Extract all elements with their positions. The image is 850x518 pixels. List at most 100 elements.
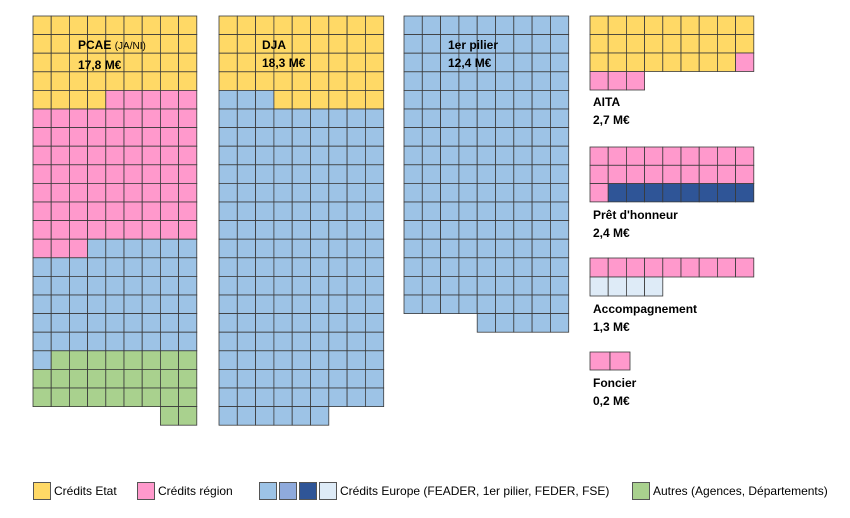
cell-dja-europe (346, 257, 366, 277)
cell-pret-region (698, 164, 718, 185)
cell-dja-europe (364, 294, 385, 315)
cell-pilier-europe (495, 275, 515, 296)
cell-dja-europe (291, 350, 311, 370)
cell-pilier-europe (458, 145, 478, 166)
cell-pcae-region (178, 145, 198, 166)
cell-pcae-region (105, 145, 125, 166)
cell-dja-europe (273, 350, 293, 370)
cell-pcae-region (32, 164, 52, 184)
cell-aita-etat (717, 34, 737, 54)
cell-pcae-autres (178, 387, 198, 408)
cell-pcae-europe (105, 275, 125, 296)
cell-dja-europe (218, 368, 238, 389)
cell-pilier-europe (403, 220, 423, 240)
cell-pcae-region (178, 164, 198, 184)
cell-pcae-region (69, 108, 89, 129)
cell-dja-europe (218, 331, 238, 352)
cell-pilier-europe (421, 90, 441, 110)
cell-pcae-region (123, 90, 143, 110)
cell-dja-etat (328, 90, 348, 110)
cell-pilier-europe (421, 34, 441, 54)
cell-pilier-europe (403, 52, 423, 73)
cell-pcae-region (159, 182, 179, 203)
cell-pcae-region (105, 201, 125, 222)
cell-dja-europe (364, 145, 385, 166)
cell-pilier-europe (531, 52, 551, 73)
cell-dja-europe (346, 350, 366, 370)
cell-pcae-europe (69, 313, 89, 333)
cell-pilier-europe (531, 201, 551, 222)
cell-pcae-etat (69, 71, 89, 91)
cell-pilier-europe (403, 90, 423, 110)
cell-pcae-region (123, 108, 143, 129)
cell-pcae-europe (69, 275, 89, 296)
cell-pilier-europe (513, 90, 533, 110)
cell-pcae-etat (50, 71, 70, 91)
cell-pcae-europe (32, 331, 52, 352)
cell-pret-europe_dark (662, 183, 682, 203)
cell-aita-region (626, 71, 646, 91)
cell-pilier-europe (421, 238, 441, 259)
cell-dja-europe (346, 368, 366, 389)
cell-pilier-europe (550, 182, 570, 203)
cell-pret-region (698, 146, 718, 166)
cell-pcae-region (141, 220, 161, 240)
cell-dja-europe (328, 257, 348, 277)
cell-pcae-europe (50, 294, 70, 315)
cell-pcae-etat (159, 15, 179, 36)
cell-pcae-etat (87, 90, 107, 110)
cell-pilier-europe (440, 294, 460, 315)
cell-pcae-region (69, 145, 89, 166)
cell-pilier-europe (440, 127, 460, 147)
cell-pcae-etat (123, 15, 143, 36)
cell-pilier-europe (513, 34, 533, 54)
cell-pcae-autres (159, 350, 179, 370)
cell-pcae-europe (141, 238, 161, 259)
cell-pilier-europe (421, 15, 441, 36)
dja-value: 18,3 M€ (262, 56, 306, 70)
cell-pilier-europe (550, 34, 570, 54)
cell-dja-etat (236, 34, 257, 54)
cell-dja-europe (346, 294, 366, 315)
cell-dja-europe (364, 275, 385, 296)
cell-dja-etat (346, 52, 366, 73)
cell-pilier-europe (531, 108, 551, 129)
cell-aita-etat (680, 34, 700, 54)
cell-pcae-autres (105, 368, 125, 389)
cell-pret-region (680, 146, 700, 166)
cell-pcae-europe (123, 294, 143, 315)
cell-dja-europe (328, 145, 348, 166)
cell-pilier-europe (476, 90, 496, 110)
cell-accompagnement-region (589, 257, 609, 278)
cell-pilier-europe (550, 257, 570, 277)
cell-aita-region (735, 52, 755, 72)
cell-dja-europe (364, 108, 385, 129)
cell-dja-europe (328, 201, 348, 222)
block-foncier (589, 351, 631, 371)
cell-pcae-etat (141, 71, 161, 91)
pcae-value: 17,8 M€ (78, 58, 122, 72)
cell-dja-europe (255, 220, 275, 240)
cell-dja-europe (291, 127, 311, 147)
cell-dja-europe (236, 164, 257, 184)
cell-dja-europe (310, 238, 330, 259)
cell-dja-europe (291, 294, 311, 315)
cell-dja-europe (255, 294, 275, 315)
cell-aita-etat (735, 34, 755, 54)
cell-pcae-region (141, 127, 161, 147)
cell-dja-europe (255, 406, 275, 426)
cell-pcae-europe (87, 294, 107, 315)
cell-pilier-europe (458, 71, 478, 91)
cell-dja-europe (310, 145, 330, 166)
cell-dja-etat (218, 34, 238, 54)
legend-swatch-region (137, 482, 155, 500)
cell-dja-europe (291, 331, 311, 352)
cell-pilier-europe (550, 313, 570, 333)
cell-pcae-europe (159, 313, 179, 333)
cell-dja-europe (328, 387, 348, 408)
cell-dja-europe (255, 108, 275, 129)
cell-dja-europe (273, 201, 293, 222)
cell-aita-etat (607, 15, 627, 35)
cell-pilier-europe (531, 275, 551, 296)
cell-dja-europe (328, 331, 348, 352)
